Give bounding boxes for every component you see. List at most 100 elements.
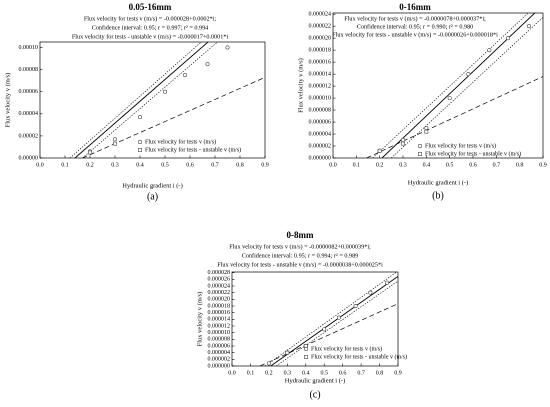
x-tick-label: 0.0	[36, 162, 44, 168]
x-tick-label: 0.3	[399, 162, 407, 168]
y-tick-label: 0.00006	[19, 89, 39, 95]
point	[225, 45, 230, 50]
y-tick-label: 0.000014	[208, 317, 231, 323]
subtitle: Flux velocity for tests v (m/s) = -0.000…	[344, 15, 486, 22]
x-tick-label: 0.3	[284, 370, 292, 376]
y-tick-label: 0.000006	[208, 343, 231, 349]
x-tick-label: 0.7	[357, 370, 365, 376]
x-tick-label: 0.8	[376, 370, 384, 376]
y-tick-label: 0.000012	[208, 323, 231, 329]
chart: 0-8mm Flux velocity for tests v (m/s) = -…	[196, 230, 407, 400]
point	[400, 138, 405, 143]
y-tick-label: 0.00000	[19, 155, 39, 161]
y-tick-label: 0.000008	[208, 337, 231, 343]
y-tick-label: 0.000024	[309, 12, 332, 18]
y-tick-label: 0.000020	[309, 36, 332, 42]
legend-label: Flux velocity for tests - unstable v (m/…	[145, 146, 241, 153]
caption: (b)	[432, 190, 444, 201]
y-axis-label: Flux velocity v (m/s)	[297, 58, 304, 113]
point	[248, 35, 251, 38]
x-tick-label: 0.8	[516, 162, 524, 168]
point	[447, 96, 452, 101]
subtitle: Confidence interval: 0.95; r = 0.990; r²…	[357, 23, 474, 30]
plot-area	[366, 13, 543, 158]
fit-line	[381, 13, 536, 158]
chart-title: 0.05-16mm	[129, 2, 172, 12]
y-tick-label: 0.000000	[208, 363, 231, 369]
y-tick-label: 0.000028	[208, 270, 231, 276]
point	[266, 361, 271, 366]
y-tick-label: 0.00008	[19, 67, 39, 73]
x-tick-label: 0.1	[247, 370, 255, 376]
point	[205, 62, 210, 67]
point	[505, 36, 510, 41]
y-tick-label: 0.000004	[208, 350, 231, 356]
y-tick-label: 0.000016	[309, 60, 332, 66]
chart-title: 0-16mm	[399, 2, 431, 12]
plot-frame	[231, 271, 399, 367]
y-tick-label: 0.000004	[309, 131, 332, 137]
y-tick-label: 0.000002	[208, 357, 231, 363]
x-tick-label: 0.7	[211, 162, 219, 168]
subtitle: Flux velocity for tests v (m/s) = -0.000…	[229, 243, 371, 250]
y-axis-label: Flux velocity v (m/s)	[4, 73, 11, 128]
y-tick-label: 0.000018	[309, 48, 332, 54]
fit-line	[259, 303, 398, 366]
x-tick-label: 0.9	[261, 162, 269, 168]
fit-line	[372, 13, 529, 158]
x-tick-label: 0.8	[236, 162, 244, 168]
point	[113, 137, 118, 142]
point	[487, 48, 492, 53]
x-axis-label: Hydraulic gradient i (-)	[285, 377, 345, 384]
y-tick-label: 0.000010	[208, 330, 231, 336]
legend-label: Flux velocity for tests - unstable v (m/…	[425, 150, 521, 157]
x-tick-label: 0.4	[423, 162, 431, 168]
subtitle: Flux velocity for tests v (m/s) = -0.000…	[84, 15, 217, 22]
y-tick-label: 0.000014	[309, 71, 332, 77]
chart-title: 0-8mm	[287, 230, 314, 240]
x-tick-label: 0.5	[446, 162, 454, 168]
plot-area	[69, 35, 265, 158]
y-axis-label: Flux velocity v (m/s)	[196, 292, 203, 347]
point	[384, 280, 389, 285]
x-tick-label: 0.6	[186, 162, 194, 168]
y-tick-label: 0.000022	[309, 24, 332, 30]
x-tick-label: 0.2	[376, 162, 384, 168]
legend-marker	[303, 346, 308, 351]
x-tick-label: 0.4	[302, 370, 310, 376]
point	[526, 24, 531, 29]
y-tick-label: 0.000006	[309, 119, 332, 125]
chart: 0-16mm Flux velocity for tests v (m/s) = …	[297, 2, 546, 201]
point	[424, 129, 429, 134]
fit-line	[391, 16, 543, 158]
x-tick-label: 0.0	[329, 162, 337, 168]
point	[183, 73, 188, 78]
point	[368, 290, 373, 295]
legend-label: Flux velocity for tests v (m/s)	[145, 138, 216, 145]
y-tick-label: 0.000010	[309, 95, 332, 101]
plot-frame	[39, 41, 266, 159]
x-tick-label: 0.6	[339, 370, 347, 376]
x-tick-label: 0.1	[61, 162, 69, 168]
plot-area	[259, 272, 398, 366]
point	[353, 303, 358, 308]
caption: (c)	[309, 389, 320, 400]
legend-marker	[138, 148, 142, 152]
x-tick-label: 0.5	[161, 162, 169, 168]
y-tick-label: 0.000016	[208, 310, 231, 316]
y-tick-label: 0.000018	[208, 303, 231, 309]
point	[401, 141, 405, 146]
y-tick-label: 0.000024	[208, 283, 231, 289]
chart: 0.05-16mm Flux velocity for tests v (m/s)…	[4, 2, 269, 202]
plot-frame	[332, 12, 544, 159]
point	[163, 89, 168, 94]
x-tick-label: 0.9	[394, 370, 402, 376]
x-tick-label: 0.2	[86, 162, 94, 168]
fit-line	[69, 42, 202, 158]
subtitle: Flux velocity for tests - unstable v (m/…	[332, 31, 498, 38]
fit-line	[276, 280, 398, 366]
legend-marker	[138, 140, 143, 145]
x-tick-label: 0.6	[469, 162, 477, 168]
y-tick-label: 0.00010	[19, 45, 39, 51]
